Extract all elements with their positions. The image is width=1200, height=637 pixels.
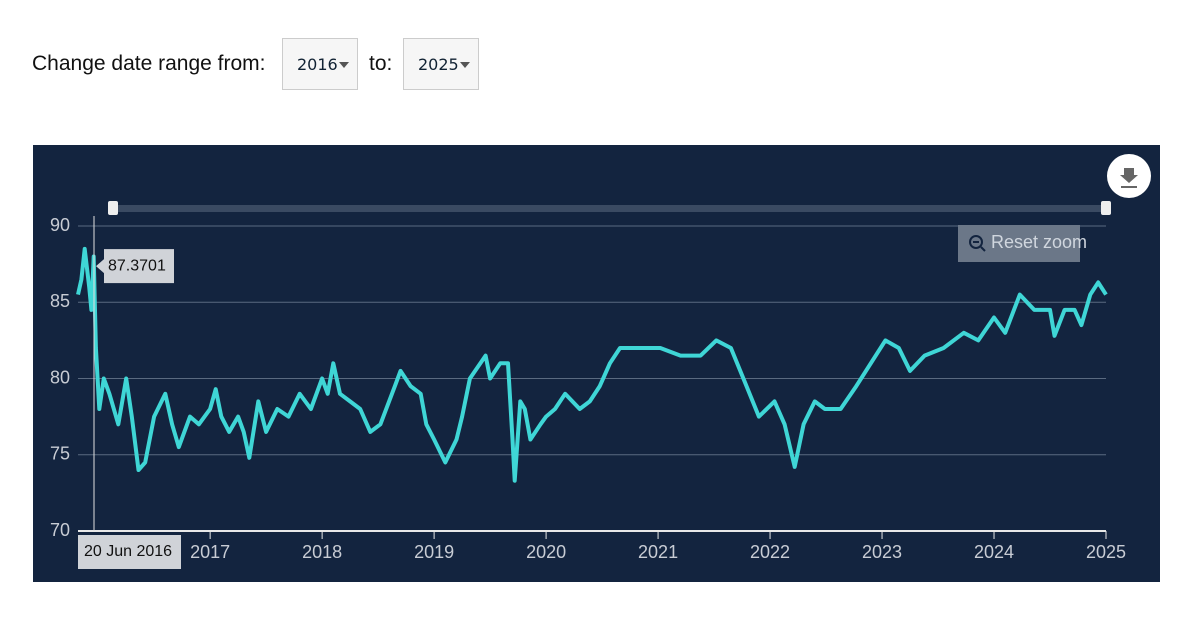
x-tick-label: 2023	[862, 542, 902, 562]
zoom-icon	[980, 246, 986, 252]
y-tick-label: 85	[50, 291, 70, 311]
tooltip-pointer	[96, 259, 104, 274]
tooltip-value: 87.3701	[108, 257, 166, 274]
to-label: to:	[369, 52, 393, 75]
reset-zoom-button[interactable]: Reset zoom	[958, 225, 1087, 262]
y-tick-label: 75	[50, 444, 70, 464]
download-icon	[1120, 168, 1138, 188]
date-label-box	[78, 535, 181, 569]
x-tick-label: 2025	[1086, 542, 1126, 562]
x-tick-label: 2020	[526, 542, 566, 562]
reset-zoom-label: Reset zoom	[991, 232, 1087, 252]
x-tick-label: 2019	[414, 542, 454, 562]
range-handle[interactable]	[108, 201, 118, 215]
range-navigator[interactable]	[113, 205, 1106, 212]
x-tick-label: 2018	[302, 542, 342, 562]
y-tick-label: 80	[50, 367, 70, 387]
chart-panel	[33, 145, 1160, 582]
x-tick-label: 2021	[638, 542, 678, 562]
zoom-icon	[969, 235, 983, 249]
from-value: 2016	[297, 55, 338, 74]
date-label: 20 Jun 2016	[84, 543, 172, 560]
x-tick-label: 2017	[190, 542, 230, 562]
tooltip-box	[104, 249, 174, 284]
from-select[interactable]: 2016	[282, 38, 358, 90]
to-value: 2025	[418, 55, 459, 74]
range-handle[interactable]	[1101, 201, 1111, 215]
range-label: Change date range from:	[32, 52, 266, 75]
to-select[interactable]: 2025	[403, 38, 479, 90]
data-line	[76, 246, 1108, 483]
x-tick-label: 2024	[974, 542, 1014, 562]
y-tick-label: 70	[50, 520, 70, 540]
x-tick-label: 2022	[750, 542, 790, 562]
y-tick-label: 90	[50, 215, 70, 235]
reset-zoom-bg	[958, 225, 1080, 262]
